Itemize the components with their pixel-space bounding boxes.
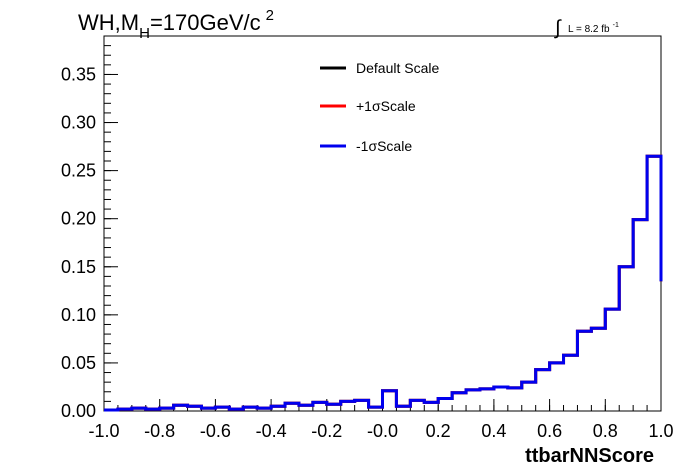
y-tick-label: 0.30 bbox=[61, 113, 96, 133]
x-axis-label: ttbarNNScore bbox=[525, 445, 654, 467]
x-tick-label: -1.0 bbox=[88, 421, 119, 441]
y-tick-label: 0.20 bbox=[61, 209, 96, 229]
x-tick-label: -0.2 bbox=[311, 421, 342, 441]
y-tick-label: 0.25 bbox=[61, 161, 96, 181]
y-tick-label: 0.10 bbox=[61, 305, 96, 325]
x-tick-label: -0.0 bbox=[367, 421, 398, 441]
integral-symbol: ∫ bbox=[554, 17, 562, 39]
y-tick-label: 0.00 bbox=[61, 401, 96, 421]
lumi-text: L = 8.2 fb -1 bbox=[568, 22, 619, 35]
y-tick-label: 0.35 bbox=[61, 64, 96, 84]
series-layer bbox=[104, 154, 663, 412]
x-tick-label: 0.4 bbox=[481, 421, 506, 441]
y-tick-label: 0.05 bbox=[61, 353, 96, 373]
x-tick-label: -0.6 bbox=[200, 421, 231, 441]
x-tick-label: 0.6 bbox=[537, 421, 562, 441]
x-tick-label: 1.0 bbox=[648, 421, 673, 441]
legend-label-plus-sigma: +1σScale bbox=[356, 98, 416, 114]
x-tick-label: -0.4 bbox=[256, 421, 287, 441]
series-line-2 bbox=[104, 154, 663, 412]
x-tick-label: 0.2 bbox=[426, 421, 451, 441]
legend: Default Scale +1σScale -1σScale bbox=[320, 60, 439, 154]
y-tick-label: 0.15 bbox=[61, 257, 96, 277]
luminosity-label: ∫ L = 8.2 fb -1 bbox=[554, 17, 619, 39]
legend-label-default-scale: Default Scale bbox=[356, 60, 439, 76]
chart-title: WH,MH=170GeV/c 2 bbox=[78, 7, 274, 42]
x-tick-label: 0.8 bbox=[593, 421, 618, 441]
legend-label-minus-sigma: -1σScale bbox=[356, 138, 412, 154]
x-tick-label: -0.8 bbox=[144, 421, 175, 441]
